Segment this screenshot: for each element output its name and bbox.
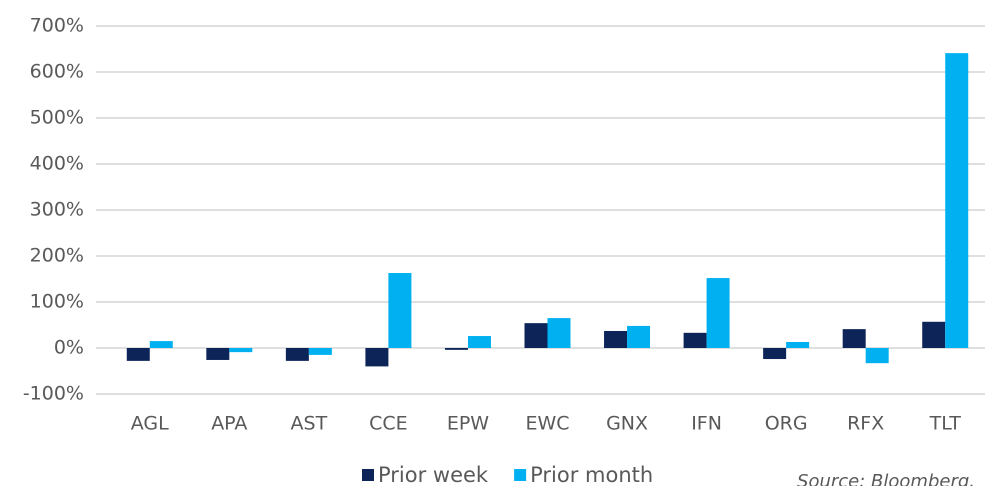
bar — [149, 341, 173, 348]
bar — [706, 278, 730, 348]
bar — [945, 53, 969, 348]
bar — [604, 330, 628, 348]
bar — [683, 332, 707, 348]
y-tick-label: 400% — [30, 153, 84, 175]
legend-swatch — [514, 469, 527, 481]
bar — [206, 348, 230, 360]
bar — [865, 348, 889, 364]
y-tick-label: 200% — [30, 245, 84, 267]
x-tick-label: TLT — [929, 413, 962, 435]
x-tick-label: RFX — [847, 413, 884, 435]
bar — [308, 348, 332, 355]
source-note: Source: Bloomberg. — [797, 471, 975, 486]
x-tick-label: GNX — [606, 413, 648, 435]
x-tick-label: ORG — [765, 413, 808, 435]
y-tick-label: 600% — [30, 61, 84, 83]
legend-swatch — [362, 469, 374, 481]
bar — [547, 318, 571, 348]
bar — [786, 342, 810, 348]
y-tick-label: 500% — [30, 107, 84, 129]
bar — [388, 273, 412, 348]
x-tick-label: AST — [291, 413, 328, 435]
legend-label: Prior month — [530, 463, 653, 486]
y-tick-label: 700% — [30, 15, 84, 37]
x-tick-label: AGL — [131, 413, 169, 435]
bar — [763, 348, 787, 360]
y-tick-label: 100% — [30, 291, 84, 313]
x-tick-label: IFN — [691, 413, 722, 435]
legend-label: Prior week — [378, 463, 489, 486]
bar — [365, 348, 389, 367]
bar — [922, 321, 946, 348]
bar — [229, 348, 253, 353]
x-tick-label: CCE — [369, 413, 408, 435]
x-tick-label: EPW — [447, 413, 489, 435]
y-tick-label: 300% — [30, 199, 84, 221]
y-tick-label: 0% — [54, 337, 84, 359]
bar — [444, 348, 468, 350]
x-tick-label: APA — [211, 413, 247, 435]
bar — [285, 348, 309, 361]
bar — [627, 325, 651, 348]
bar — [467, 336, 491, 348]
y-tick-label: -100% — [23, 383, 84, 405]
x-tick-label: EWC — [525, 413, 569, 435]
bar — [842, 329, 866, 348]
bar — [126, 348, 150, 361]
bar — [524, 323, 548, 348]
